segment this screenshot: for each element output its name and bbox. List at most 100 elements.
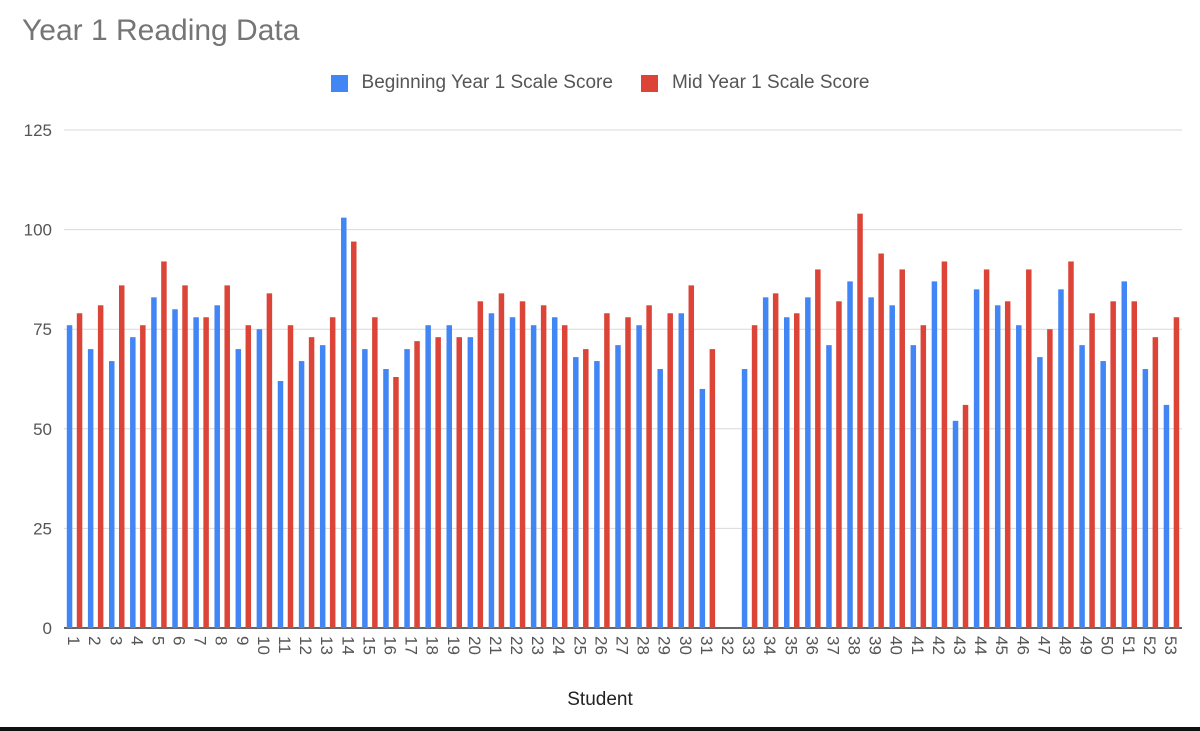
bar-beginning [108,361,115,628]
x-tick-label: 5 [148,636,167,645]
x-tick-label: 46 [1013,636,1032,655]
x-tick-label: 2 [85,636,104,645]
x-tick-label: 44 [971,636,990,655]
bar-beginning [615,345,621,628]
bar-beginning [404,349,410,628]
bar-mid [76,313,83,628]
bar-mid [182,285,188,628]
bar-mid [308,337,315,628]
legend-item-beginning[interactable]: Beginning Year 1 Scale Score [330,72,613,94]
bar-beginning [1100,361,1106,628]
bar-mid [1026,269,1032,628]
x-tick-label: 6 [170,636,189,645]
bar-mid [1004,301,1011,628]
y-tick-label: 75 [33,320,52,339]
bar-beginning [868,297,874,628]
bar-beginning [256,329,263,628]
bar-beginning [319,345,326,628]
bar-mid [224,285,230,628]
chart-title: Year 1 Reading Data [22,14,300,47]
x-tick-label: 37 [823,636,842,655]
x-tick-label: 15 [359,636,378,655]
bar-mid [97,305,104,628]
x-tick-label: 49 [1077,636,1096,655]
bar-mid [983,269,990,628]
x-tick-label: 16 [380,636,399,655]
legend-swatch-mid [640,74,658,92]
x-tick-label: 33 [739,636,758,655]
bar-beginning [973,289,980,628]
bar-mid [751,325,758,628]
x-tick-label: 47 [1034,636,1053,655]
x-tick-label: 34 [760,636,779,655]
bottom-border [0,727,1200,731]
x-tick-label: 11 [275,636,294,654]
bar-mid [1047,329,1053,628]
bar-beginning [341,217,347,628]
x-tick-label: 32 [718,636,737,655]
bar-mid [118,285,125,628]
x-tick-label: 9 [233,636,252,645]
bar-beginning [1163,404,1170,628]
bar-mid [414,341,420,628]
x-tick-label: 29 [655,636,674,655]
bar-mid [646,305,652,628]
bar-beginning [193,317,199,628]
bar-mid [1068,261,1074,628]
bar-beginning [1037,357,1043,628]
legend: Beginning Year 1 Scale Score Mid Year 1 … [0,72,1200,94]
x-tick-label: 39 [866,636,885,655]
x-tick-label: 25 [570,636,589,655]
x-tick-label: 18 [423,636,442,655]
bar-mid [1131,301,1138,628]
bar-beginning [826,345,832,628]
x-tick-label: 8 [212,636,231,645]
bar-mid [857,213,863,628]
x-tick-label: 36 [802,636,821,655]
bar-beginning [66,325,73,628]
x-tick-label: 1 [64,636,83,645]
bar-beginning [784,317,790,628]
bar-beginning [847,281,853,628]
x-tick-label: 40 [887,636,906,655]
legend-item-mid[interactable]: Mid Year 1 Scale Score [640,72,869,94]
x-tick-label: 42 [929,636,948,655]
bar-beginning [952,420,959,628]
bar-beginning [235,349,242,628]
bar-mid [351,241,357,628]
bar-beginning [910,345,917,628]
legend-swatch-beginning [330,74,348,92]
bar-beginning [657,369,663,628]
bar-mid [519,301,526,628]
bar-beginning [1079,345,1085,628]
bar-mid [498,293,505,628]
x-tick-label: 22 [507,636,526,655]
bar-mid [688,285,695,628]
bar-beginning [762,297,769,628]
bar-mid [435,337,441,628]
bar-beginning [130,337,136,628]
x-tick-label: 3 [106,636,125,645]
x-tick-label: 51 [1119,636,1138,655]
bar-beginning [425,325,431,628]
bar-mid [794,313,800,628]
bar-beginning [214,305,220,628]
bar-beginning [1142,369,1149,628]
x-tick-label: 35 [781,636,800,655]
x-tick-label: 12 [296,636,315,655]
y-tick-label: 100 [24,221,52,240]
bar-beginning [931,281,938,628]
x-tick-label: 23 [528,636,547,655]
bar-mid [140,325,146,628]
x-tick-label: 14 [338,636,357,655]
bar-mid [920,325,927,628]
bar-beginning [889,305,895,628]
x-tick-label: 53 [1161,636,1180,655]
x-tick-label: 28 [634,636,653,655]
bar-mid [1089,313,1095,628]
x-tick-label: 21 [486,636,505,655]
x-tick-label: 43 [950,636,969,655]
x-tick-label: 13 [317,636,336,655]
bar-mid [1173,317,1180,628]
y-tick-label: 0 [43,619,52,638]
